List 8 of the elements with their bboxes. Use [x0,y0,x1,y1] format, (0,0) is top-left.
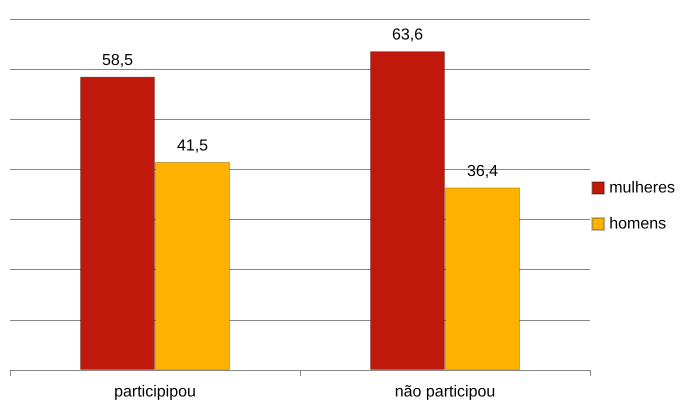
data-label: 41,5 [176,137,208,154]
data-label: 36,4 [466,162,498,180]
x-tick-label: participipou [114,384,196,400]
legend-label: mulheres [609,180,676,196]
data-label: 63,6 [392,26,424,44]
x-tick-label: não participou [394,384,496,400]
legend-label: homens [609,216,666,232]
data-label: 58,5 [102,52,134,70]
